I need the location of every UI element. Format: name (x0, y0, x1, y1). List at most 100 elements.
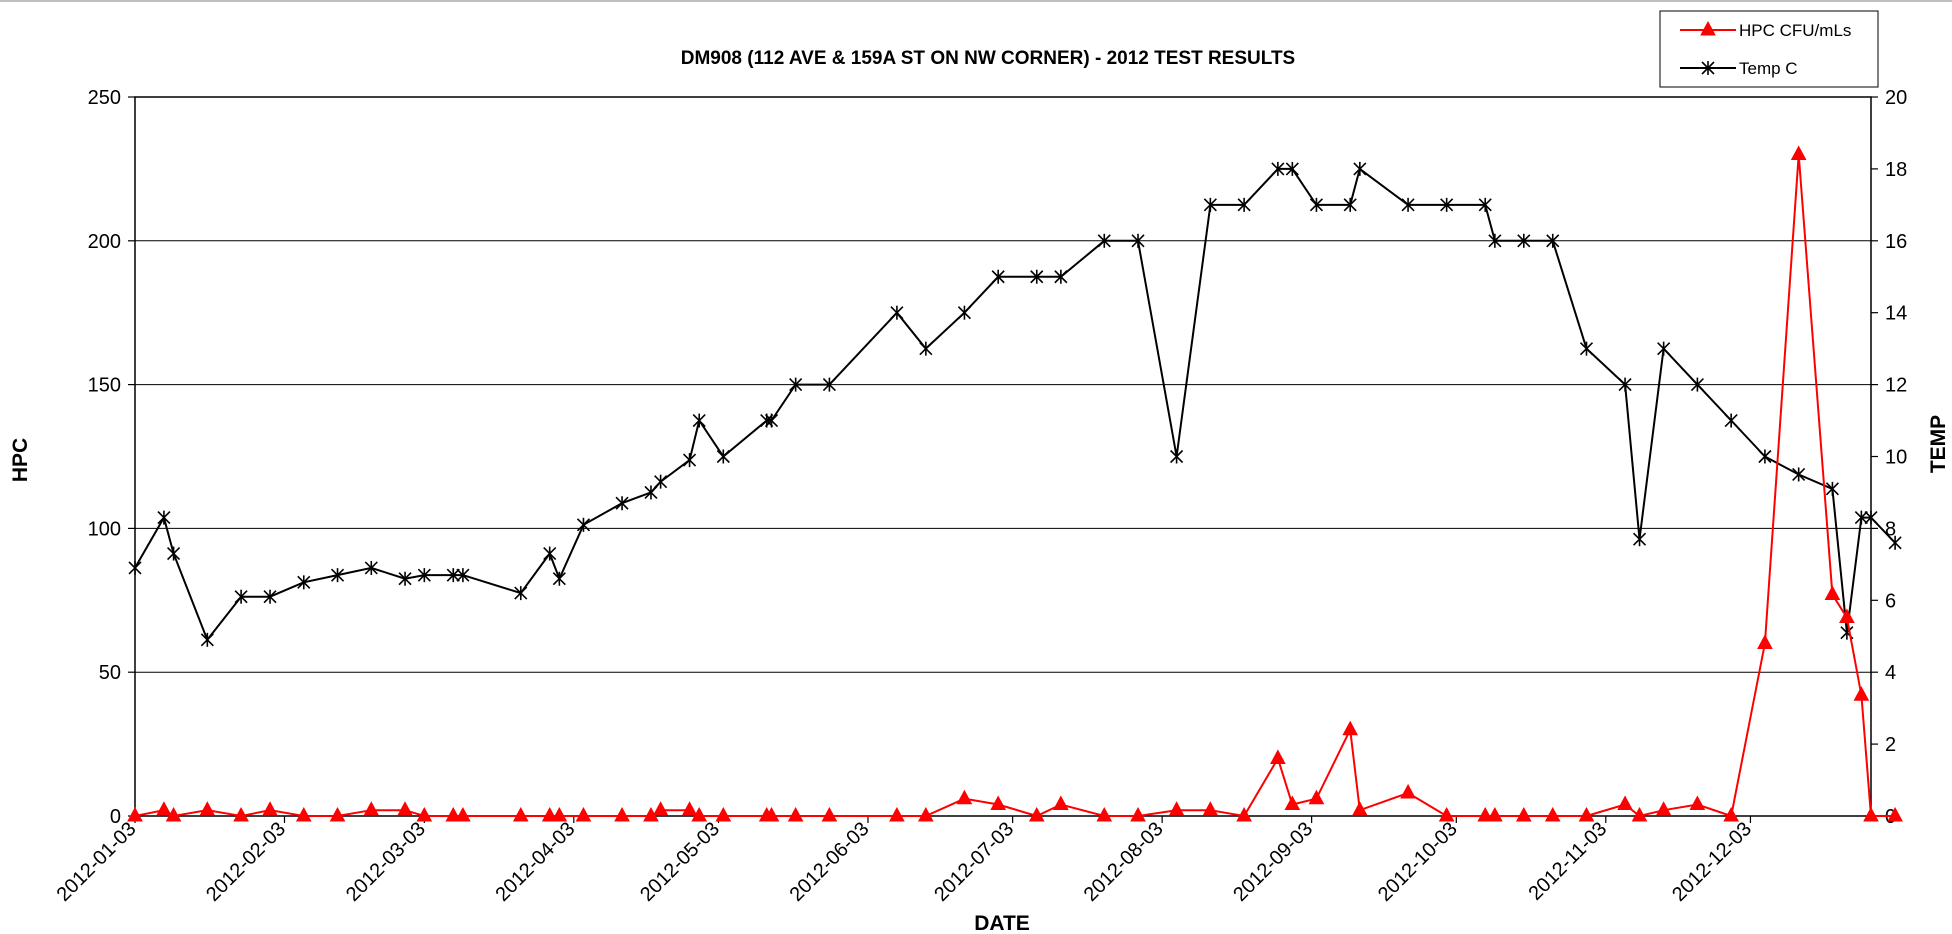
y-left-tick-label-200: 200 (88, 231, 121, 253)
temp-point-5 (263, 589, 277, 604)
hpc-point-57 (1824, 585, 1841, 601)
temp-point-6 (297, 575, 311, 590)
temp-point-44 (1440, 197, 1454, 212)
temp-point-4 (234, 589, 248, 604)
hpc-point-40 (1308, 789, 1325, 805)
temp-point-16 (576, 517, 591, 532)
temp-point-31 (1030, 269, 1044, 284)
hpc-point-42 (1352, 801, 1368, 816)
temp-series (128, 161, 1902, 647)
hpc-point-6 (295, 806, 312, 822)
hpc-point-33 (1096, 806, 1113, 822)
hpc-point-32 (1053, 795, 1069, 810)
hpc-line (134, 154, 1896, 818)
temp-point-22 (716, 449, 730, 464)
temp-point-10 (417, 568, 431, 583)
x-tick-label-2012-04-03: 2012-04-03 (491, 818, 579, 906)
hpc-point-19 (652, 801, 669, 816)
temp-point-32 (1054, 269, 1068, 284)
hpc-point-3 (199, 801, 216, 816)
grid-lines (135, 240, 1871, 673)
temp-point-14 (543, 546, 557, 561)
hpc-point-27 (889, 806, 905, 822)
hpc-point-41 (1342, 720, 1359, 736)
legend-box (1659, 10, 1879, 88)
hpc-point-26 (821, 806, 838, 822)
hpc-point-12 (455, 806, 471, 822)
temp-point-24 (764, 413, 779, 428)
hpc-point-2 (165, 806, 182, 822)
temp-point-20 (682, 453, 697, 468)
hpc-point-51 (1631, 806, 1648, 822)
hpc-point-24 (763, 806, 780, 822)
y-axis-left-title: HPC (9, 438, 32, 482)
hpc-point-54 (1723, 806, 1739, 822)
hpc-point-59 (1853, 686, 1870, 701)
hpc-point-30 (990, 795, 1007, 810)
temp-point-29 (957, 305, 971, 320)
temp-point-33 (1097, 233, 1111, 248)
legend-hpc-marker (1700, 20, 1716, 36)
y-left-tick-label-0: 0 (110, 806, 121, 828)
hpc-point-29 (956, 789, 973, 805)
temp-point-18 (644, 485, 658, 500)
x-tick-label-2012-09-03: 2012-09-03 (1229, 818, 1317, 906)
temp-point-0 (128, 560, 142, 575)
y-right-tick-label-2: 2 (1885, 734, 1896, 756)
hpc-point-49 (1578, 806, 1595, 822)
temp-point-1 (157, 510, 171, 525)
x-tick-label-2012-02-03: 2012-02-03 (202, 818, 290, 906)
hpc-point-28 (918, 806, 934, 822)
hpc-point-35 (1168, 801, 1185, 816)
hpc-point-8 (363, 801, 380, 816)
temp-point-37 (1237, 197, 1251, 212)
temp-point-36 (1203, 197, 1217, 212)
x-axis-title: DATE (974, 912, 1030, 934)
y-right-tick-label-12: 12 (1885, 375, 1907, 397)
temp-line (134, 167, 1896, 642)
y-right-tick-label-18: 18 (1885, 159, 1907, 181)
legend-hpc-label: HPC CFU/mLs (1739, 21, 1851, 40)
y-right-tick-label-10: 10 (1885, 447, 1907, 469)
hpc-point-58 (1839, 608, 1855, 624)
hpc-point-9 (397, 801, 413, 816)
temp-point-30 (991, 269, 1005, 284)
temp-point-42 (1353, 161, 1367, 176)
x-tick-label-2012-11-03: 2012-11-03 (1524, 818, 1611, 905)
temp-point-50 (1618, 377, 1632, 392)
temp-point-21 (692, 413, 706, 428)
temp-point-34 (1131, 233, 1145, 248)
temp-point-43 (1401, 197, 1415, 212)
temp-point-59 (1854, 510, 1868, 525)
temp-point-41 (1343, 197, 1357, 212)
hpc-point-56 (1790, 145, 1807, 161)
hpc-point-7 (329, 806, 346, 822)
x-tick-label-2012-07-03: 2012-07-03 (930, 818, 1018, 906)
legend-temp-label: Temp C (1739, 59, 1798, 78)
temp-point-12 (456, 568, 470, 583)
temp-point-48 (1546, 233, 1560, 248)
hpc-point-60 (1863, 806, 1879, 822)
temp-point-60 (1864, 510, 1878, 525)
hpc-point-14 (541, 806, 558, 822)
hpc-point-55 (1757, 634, 1773, 649)
temp-point-55 (1758, 449, 1772, 464)
hpc-point-16 (575, 806, 592, 822)
temp-point-61 (1888, 535, 1902, 550)
hpc-series (127, 145, 1903, 822)
temp-point-38 (1271, 161, 1285, 176)
hpc-point-36 (1202, 801, 1219, 816)
hpc-point-48 (1544, 806, 1561, 822)
x-tick-label-2012-05-03: 2012-05-03 (636, 818, 724, 906)
plot-area-frame (134, 96, 1872, 817)
hpc-point-15 (551, 806, 568, 822)
x-tick-label-2012-10-03: 2012-10-03 (1374, 818, 1462, 906)
hpc-point-25 (787, 806, 804, 822)
hpc-point-4 (233, 806, 249, 822)
x-tick-label-2012-12-03: 2012-12-03 (1668, 818, 1756, 906)
y-right-tick-label-14: 14 (1885, 303, 1907, 325)
x-axis: 2012-01-03 2012-02-03 2012-03-03 2012-04-03… (53, 816, 1756, 906)
hpc-point-44 (1438, 806, 1455, 822)
temp-point-47 (1517, 233, 1531, 248)
